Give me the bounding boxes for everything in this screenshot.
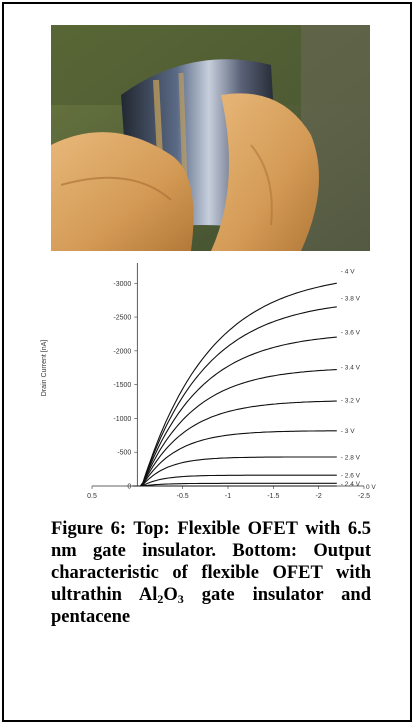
caption-subscript-3: 3 bbox=[177, 592, 184, 606]
figure-caption: Figure 6: Top: Flexible OFET with 6.5 nm… bbox=[51, 518, 371, 628]
curve-3v bbox=[132, 430, 337, 487]
flexible-ofet-photo bbox=[51, 25, 370, 251]
x-tick-label: -1.5 bbox=[267, 493, 279, 500]
curve-label: - 2.8 V bbox=[341, 454, 361, 461]
chart-curve-labels: - 4 V - 3.8 V - 3.6 V - 3.4 V - 3.2 V - 3 V - … bbox=[341, 269, 361, 488]
figure-frame: -3000 -2500 -2000 -1500 -1000 -500 0 0.5 -0.5 -1 -… bbox=[2, 2, 412, 722]
curve-3.6v bbox=[132, 336, 337, 487]
curve-label: - 2.4 V bbox=[341, 481, 361, 488]
curve-4v bbox=[132, 282, 337, 487]
x-tick-label: -2 bbox=[316, 493, 322, 500]
y-tick-label: -1500 bbox=[113, 382, 131, 389]
chart-axes: -3000 -2500 -2000 -1500 -1000 -500 0 0.5 -0.5 -1 -… bbox=[87, 263, 376, 500]
output-characteristic-chart: -3000 -2500 -2000 -1500 -1000 -500 0 0.5 -0.5 -1 -… bbox=[41, 263, 376, 500]
curve-2.8v bbox=[132, 456, 337, 487]
curve-3.4v bbox=[132, 369, 337, 487]
curve-label: - 3.8 V bbox=[341, 296, 361, 303]
y-axis-label: Drain Current [nA] bbox=[41, 340, 48, 396]
x-tick-label: -0.5 bbox=[177, 493, 189, 500]
y-tick-label: -1000 bbox=[113, 416, 131, 423]
caption-subscript-2: 2 bbox=[157, 592, 164, 606]
curve-label: - 4 V bbox=[341, 269, 355, 276]
curve-label: - 3.2 V bbox=[341, 398, 361, 405]
curve-label: - 3 V bbox=[341, 428, 355, 435]
x-tick-label: 0.5 bbox=[87, 493, 97, 500]
curve-label: - 2.6 V bbox=[341, 473, 361, 480]
caption-text-o: O bbox=[163, 585, 178, 605]
photo-illustration bbox=[51, 25, 370, 251]
caption-text-tail: gate insulator and pentacene bbox=[51, 585, 371, 627]
y-tick-label: -3000 bbox=[113, 281, 131, 288]
curve-3.2v bbox=[132, 400, 337, 487]
y-tick-label: -2500 bbox=[113, 315, 131, 322]
caption-text: Figure 6: Top: Flexible OFET with 6.5 nm… bbox=[51, 519, 371, 605]
x-tick-label: -1 bbox=[225, 493, 231, 500]
y-tick-label: 0 bbox=[127, 484, 131, 491]
y-tick-label: -500 bbox=[117, 450, 131, 457]
curve-3.8v bbox=[132, 306, 337, 487]
curve-2.6v bbox=[132, 474, 337, 487]
x-tick-label: -2.5 bbox=[358, 493, 370, 500]
zero-volt-axis-label: 0 V bbox=[366, 484, 376, 491]
y-tick-label: -2000 bbox=[113, 348, 131, 355]
curve-label: - 3.4 V bbox=[341, 365, 361, 372]
curve-2.4v bbox=[132, 482, 337, 487]
curve-label: - 3.6 V bbox=[341, 329, 361, 336]
chart-curves bbox=[132, 282, 337, 487]
